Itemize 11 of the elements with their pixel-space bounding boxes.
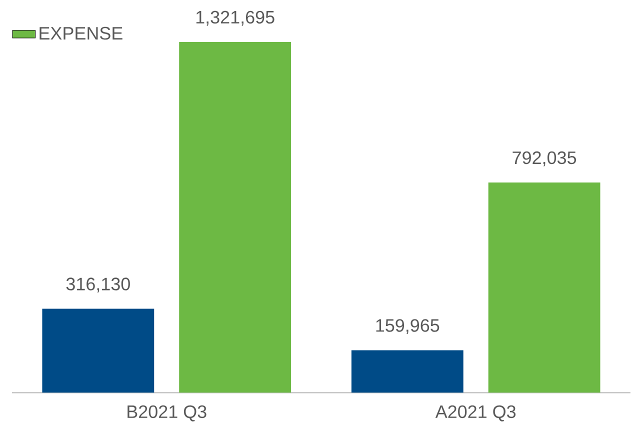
bar [351,350,464,393]
x-tick-label: A2021 Q3 [435,406,516,422]
data-label: 316,130 [66,278,130,293]
data-label: 1,321,695 [196,11,274,26]
x-tick-label: B2021 Q3 [128,406,206,422]
data-label: 792,035 [512,152,576,166]
legend-label: EXPENSE [40,27,122,40]
bar [179,42,292,393]
data-label: 159,965 [376,319,440,334]
bar [488,182,600,393]
bar [42,308,154,393]
